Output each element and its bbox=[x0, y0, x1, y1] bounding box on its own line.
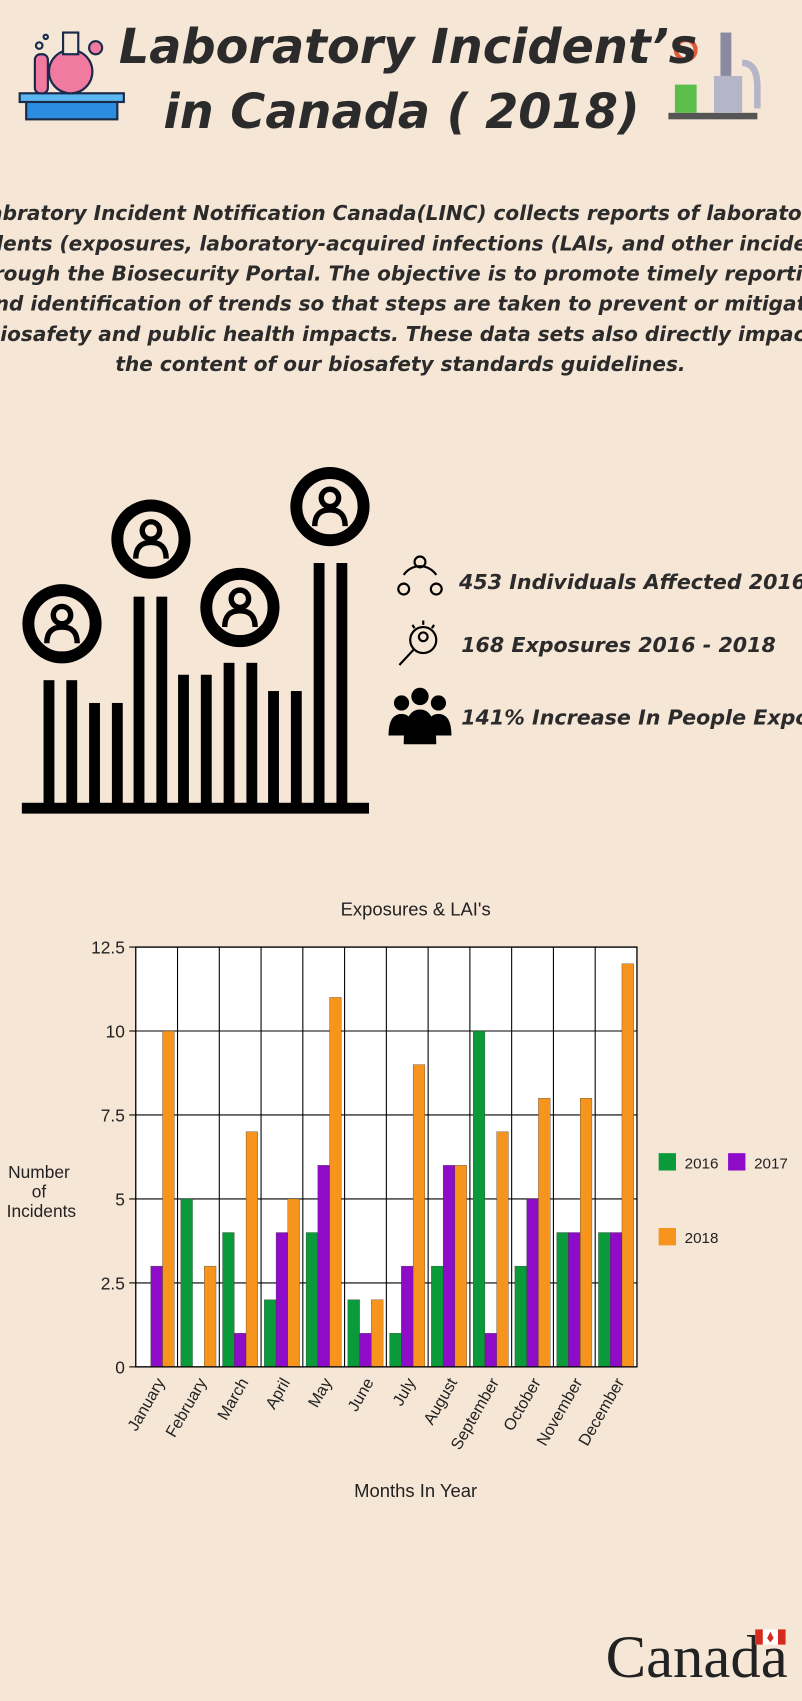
microscope-icon bbox=[668, 32, 761, 120]
group-icon bbox=[388, 687, 452, 745]
bar bbox=[150, 1265, 163, 1368]
bar bbox=[305, 1232, 318, 1368]
person-body bbox=[312, 507, 348, 527]
person-head bbox=[228, 587, 252, 611]
stat-text: 141% Increase In People Exposed bbox=[461, 706, 802, 730]
bar bbox=[442, 1165, 456, 1368]
bar bbox=[598, 1232, 611, 1368]
bar bbox=[329, 997, 342, 1368]
bar bbox=[389, 1333, 402, 1368]
y-tick-label: 5 bbox=[115, 1189, 125, 1209]
bar bbox=[287, 1198, 300, 1368]
plot-frame bbox=[135, 946, 638, 1368]
person-ring bbox=[290, 467, 370, 547]
decorative-graphic bbox=[21, 563, 369, 814]
bar bbox=[412, 1064, 426, 1368]
legend-swatch bbox=[658, 1153, 677, 1171]
bar bbox=[431, 1265, 444, 1368]
description-line: Labratory Incident Notification Canada(L… bbox=[0, 201, 802, 225]
bar bbox=[222, 1232, 235, 1368]
person-body bbox=[133, 539, 169, 559]
legend-label: 2016 bbox=[685, 1155, 719, 1172]
person-head bbox=[318, 486, 342, 510]
bar bbox=[454, 1165, 467, 1368]
legend-label: 2017 bbox=[754, 1155, 788, 1172]
person-head bbox=[139, 519, 163, 542]
y-label-line: Incidents bbox=[7, 1201, 77, 1221]
description-line: through the Biosecurity Portal. The obje… bbox=[0, 262, 802, 286]
y-label-line: of bbox=[32, 1182, 51, 1202]
bar bbox=[514, 1265, 527, 1368]
bar bbox=[496, 1131, 509, 1368]
description-line: incidents (exposures, laboratory-acquire… bbox=[0, 231, 802, 255]
description-line: and identification of trends so that ste… bbox=[0, 292, 802, 316]
y-label-line: Number bbox=[8, 1162, 75, 1182]
bar bbox=[621, 963, 634, 1368]
stat-text: 168 Exposures 2016 - 2018 bbox=[461, 633, 776, 657]
bar bbox=[610, 1232, 623, 1368]
y-tick-label: 7.5 bbox=[101, 1105, 125, 1125]
lab-icon bbox=[18, 31, 125, 121]
stat-text: 453 Individuals Affected 2016 - 2018 bbox=[458, 570, 802, 594]
bar bbox=[371, 1299, 384, 1368]
title-line: in Canada ( 2018) bbox=[163, 85, 639, 140]
bar bbox=[359, 1333, 372, 1368]
bar bbox=[580, 1098, 593, 1368]
y-tick-label: 10 bbox=[106, 1022, 125, 1042]
bar bbox=[484, 1333, 497, 1368]
person-ring bbox=[22, 584, 102, 664]
description-line: the content of our biosafety standards g… bbox=[115, 352, 685, 376]
legend-swatch bbox=[658, 1228, 677, 1246]
x-axis-label: Months In Year bbox=[354, 1480, 477, 1501]
legend-label: 2018 bbox=[685, 1230, 719, 1247]
bar bbox=[234, 1333, 247, 1368]
y-tick-label: 0 bbox=[115, 1357, 125, 1377]
flag-icon bbox=[755, 1629, 786, 1645]
bar bbox=[401, 1265, 414, 1368]
bar bbox=[204, 1265, 217, 1368]
bar bbox=[538, 1098, 551, 1368]
bar bbox=[556, 1232, 569, 1368]
person-head bbox=[50, 603, 74, 627]
bar bbox=[568, 1232, 581, 1368]
person-ring bbox=[200, 567, 280, 648]
bar bbox=[275, 1232, 288, 1368]
y-tick-label: 12.5 bbox=[91, 938, 125, 958]
person-icons bbox=[22, 467, 370, 664]
legend-swatch bbox=[728, 1153, 746, 1171]
bar bbox=[472, 1030, 486, 1368]
stat-icons bbox=[397, 555, 443, 666]
bar bbox=[347, 1299, 360, 1368]
person-body bbox=[44, 624, 80, 644]
description-line: biosafety and public health impacts. The… bbox=[0, 322, 802, 346]
bar bbox=[264, 1299, 277, 1368]
bar bbox=[180, 1198, 193, 1368]
y-tick-label: 2.5 bbox=[101, 1273, 125, 1293]
bar bbox=[245, 1131, 258, 1368]
title-line: Laboratory Incident’s bbox=[119, 20, 697, 75]
y-axis-label: Number of Incidents bbox=[7, 1162, 77, 1221]
bar bbox=[317, 1165, 330, 1368]
chart-title: Exposures & LAI's bbox=[341, 899, 491, 920]
person-ring bbox=[111, 499, 191, 579]
bar bbox=[162, 1030, 175, 1368]
bar bbox=[526, 1198, 539, 1368]
chart: Exposures & LAI's Months In Year Number … bbox=[7, 899, 788, 1501]
person-body bbox=[222, 608, 258, 628]
